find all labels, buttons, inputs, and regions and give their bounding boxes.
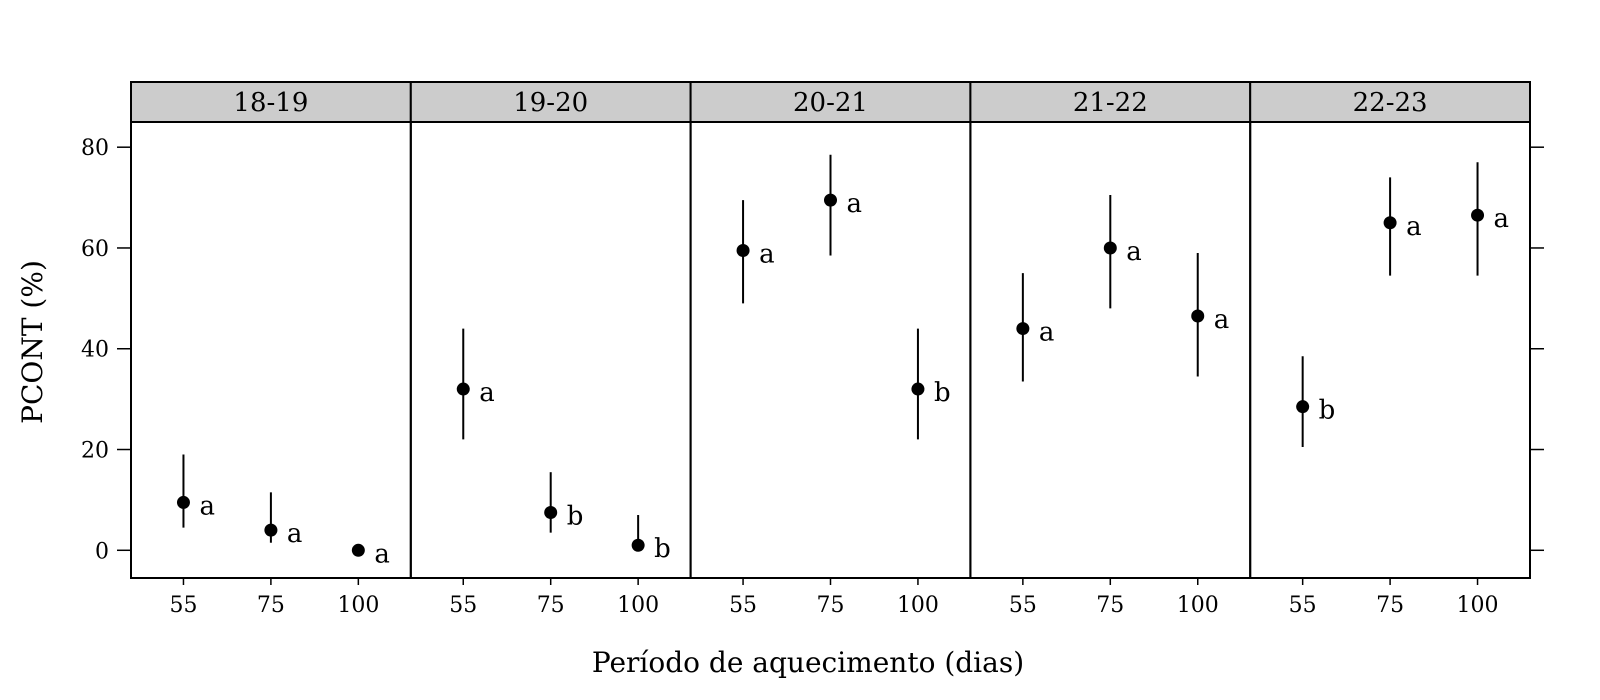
panel-strip xyxy=(130,81,412,123)
data-point-55 xyxy=(736,243,750,257)
x-tick-label-100: 100 xyxy=(617,593,659,618)
y-tick-label-20: 20 xyxy=(81,439,109,464)
panel-strip-label: 21-22 xyxy=(1073,88,1148,118)
y-axis-right xyxy=(1530,146,1544,552)
significance-letter-55: a xyxy=(1039,318,1055,348)
data-point-55 xyxy=(1016,322,1030,336)
significance-letter-55: a xyxy=(759,239,775,269)
significance-letter-55: a xyxy=(199,491,215,521)
data-point-55 xyxy=(176,495,190,509)
data-point-100 xyxy=(631,538,645,552)
significance-letter-75: a xyxy=(1406,212,1422,242)
x-tick-label-75: 75 xyxy=(817,593,845,618)
significance-letter-75: a xyxy=(287,519,303,549)
x-tick-label-75: 75 xyxy=(257,593,285,618)
panel-strip xyxy=(1249,81,1531,123)
x-tick-label-55: 55 xyxy=(729,593,757,618)
panel-frame xyxy=(969,121,1252,579)
x-axis-title: Período de aquecimento (dias) xyxy=(592,646,1024,679)
significance-letter-55: b xyxy=(1319,396,1336,426)
data-point-75 xyxy=(824,193,837,207)
x-tick-label-55: 55 xyxy=(169,593,197,618)
significance-letter-100: a xyxy=(1494,204,1510,234)
panel-strip xyxy=(969,81,1252,123)
data-point-75 xyxy=(264,523,278,537)
y-tick-label-80: 80 xyxy=(81,136,109,161)
data-point-75 xyxy=(1103,241,1117,255)
panel-strip-label: 20-21 xyxy=(793,88,868,118)
panel-strip-label: 22-23 xyxy=(1353,88,1428,118)
data-point-55 xyxy=(456,382,470,396)
panel-18-19: 18-19 55 75 100 a a a xyxy=(130,81,412,618)
y-axis-title: PCONT (%) xyxy=(16,260,49,424)
significance-letter-55: a xyxy=(479,378,495,408)
data-point-55 xyxy=(1296,400,1310,414)
significance-letter-100: b xyxy=(654,534,671,564)
y-tick-label-60: 60 xyxy=(81,237,109,262)
x-tick-label-75: 75 xyxy=(537,593,565,618)
y-tick-label-40: 40 xyxy=(81,338,109,363)
significance-letter-100: a xyxy=(374,539,390,569)
y-tick-label-0: 0 xyxy=(95,539,109,564)
panel-21-22: 21-22 55 75 100 a a a xyxy=(969,81,1252,618)
x-tick-label-100: 100 xyxy=(897,593,939,618)
panel-22-23: 22-23 55 75 100 b a a xyxy=(1249,81,1531,618)
significance-letter-75: a xyxy=(1126,237,1142,267)
significance-letter-100: a xyxy=(1214,305,1230,335)
significance-letter-75: b xyxy=(567,501,584,531)
panel-strip xyxy=(409,81,692,123)
significance-letter-100: b xyxy=(934,378,951,408)
data-point-100 xyxy=(1191,309,1205,323)
panel-strip xyxy=(689,81,972,123)
panel-20-21: 20-21 55 75 100 a a b xyxy=(689,81,972,618)
x-tick-label-100: 100 xyxy=(1457,593,1499,618)
panel-strip-label: 18-19 xyxy=(233,88,308,118)
data-point-75 xyxy=(1383,216,1397,230)
data-point-100 xyxy=(1471,208,1485,222)
data-point-100 xyxy=(911,382,925,396)
x-tick-label-55: 55 xyxy=(1289,593,1317,618)
x-tick-label-55: 55 xyxy=(1009,593,1037,618)
panel-19-20: 19-20 55 75 100 a b b xyxy=(409,81,692,618)
panel-strip-label: 19-20 xyxy=(513,88,588,118)
x-tick-label-75: 75 xyxy=(1376,593,1404,618)
data-point-75 xyxy=(544,505,558,519)
y-axis-left: 0 20 40 60 80 xyxy=(81,136,131,564)
x-tick-label-55: 55 xyxy=(449,593,477,618)
data-point-100 xyxy=(351,543,365,557)
x-tick-label-100: 100 xyxy=(1177,593,1219,618)
x-tick-label-75: 75 xyxy=(1096,593,1124,618)
significance-letter-75: a xyxy=(847,189,863,219)
x-tick-label-100: 100 xyxy=(337,593,379,618)
